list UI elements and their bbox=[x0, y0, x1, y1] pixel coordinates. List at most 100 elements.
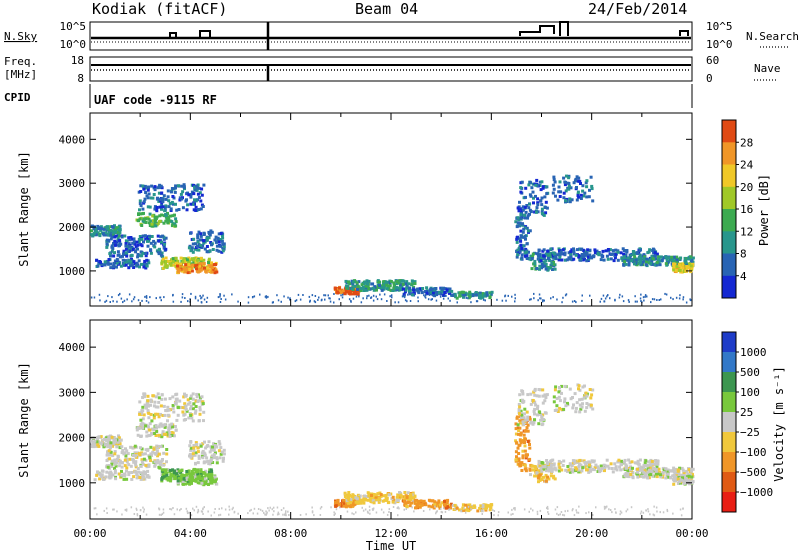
scatter-cell bbox=[543, 411, 547, 415]
scatter-cell bbox=[437, 291, 441, 295]
scatter-cell bbox=[203, 480, 207, 484]
scatter-cell bbox=[524, 237, 527, 241]
scatter-cell bbox=[587, 257, 591, 261]
scatter-cell bbox=[604, 297, 607, 300]
scatter-cell bbox=[188, 511, 190, 514]
scatter-cell bbox=[123, 234, 127, 238]
scatter-cell bbox=[334, 504, 338, 508]
scatter-cell bbox=[215, 461, 219, 465]
scatter-cell bbox=[104, 436, 108, 440]
scatter-cell bbox=[525, 226, 529, 230]
scatter-cell bbox=[537, 388, 541, 391]
scatter-cell bbox=[666, 472, 670, 476]
scatter-cell bbox=[222, 456, 225, 460]
scatter-cell bbox=[189, 195, 193, 199]
scatter-cell bbox=[402, 499, 406, 503]
scatter-cell bbox=[267, 295, 269, 298]
scatter-cell bbox=[447, 290, 451, 293]
scatter-cell bbox=[645, 260, 649, 264]
scatter-cell bbox=[669, 476, 673, 480]
scatter-cell bbox=[376, 492, 380, 496]
scatter-cell bbox=[382, 280, 386, 284]
scatter-cell bbox=[102, 232, 105, 236]
scatter-cell bbox=[112, 436, 116, 440]
scatter-cell bbox=[660, 258, 664, 262]
scatter-cell bbox=[167, 408, 171, 412]
scatter-cell bbox=[129, 236, 133, 239]
scatter-cell bbox=[121, 449, 125, 452]
scatter-cell bbox=[172, 471, 176, 475]
colorbar-swatch bbox=[722, 472, 736, 493]
scatter-cell bbox=[648, 466, 652, 470]
scatter-cell bbox=[387, 493, 391, 497]
scatter-cell bbox=[138, 235, 142, 238]
scatter-cell bbox=[672, 482, 676, 486]
scatter-cell bbox=[110, 459, 114, 463]
scatter-cell bbox=[576, 468, 580, 472]
scatter-cell bbox=[556, 198, 560, 202]
scatter-cell bbox=[520, 461, 524, 465]
scatter-cell bbox=[546, 467, 550, 471]
scatter-cell bbox=[132, 266, 136, 269]
scatter-cell bbox=[461, 507, 465, 511]
scatter-cell bbox=[535, 252, 539, 256]
scatter-cell bbox=[522, 423, 526, 426]
scatter-cell bbox=[447, 297, 449, 300]
scatter-cell bbox=[264, 295, 267, 298]
scatter-cell bbox=[624, 466, 628, 470]
scatter-cell bbox=[523, 407, 527, 411]
scatter-cell bbox=[348, 292, 352, 296]
scatter-cell bbox=[280, 300, 282, 303]
scatter-cell bbox=[342, 293, 344, 296]
scatter-cell bbox=[568, 462, 572, 466]
scatter-cell bbox=[107, 449, 111, 453]
scatter-cell bbox=[558, 253, 562, 257]
scatter-cell bbox=[524, 186, 528, 190]
scatter-cell bbox=[619, 293, 621, 296]
scatter-cell bbox=[557, 395, 561, 399]
scatter-cell bbox=[403, 491, 407, 494]
scatter-cell bbox=[654, 472, 658, 476]
scatter-cell bbox=[118, 459, 122, 463]
scatter-cell bbox=[388, 511, 390, 513]
scatter-cell bbox=[190, 479, 194, 483]
scatter-cell bbox=[471, 294, 475, 298]
x-tick-label: 12:00 bbox=[374, 527, 407, 540]
scatter-cell bbox=[468, 294, 472, 298]
scatter-cell bbox=[210, 270, 214, 274]
scatter-cell bbox=[228, 508, 231, 511]
scatter-cell bbox=[429, 508, 431, 511]
scatter-cell bbox=[544, 259, 548, 263]
scatter-cell bbox=[192, 237, 196, 241]
scatter-cell bbox=[653, 505, 655, 508]
scatter-cell bbox=[527, 183, 531, 187]
scatter-cell bbox=[113, 462, 117, 466]
scatter-cell bbox=[132, 475, 136, 479]
scatter-cell bbox=[533, 297, 535, 300]
scatter-cell bbox=[328, 297, 330, 300]
scatter-cell bbox=[185, 473, 188, 477]
scatter-cell bbox=[445, 294, 447, 297]
scatter-cell bbox=[490, 503, 494, 507]
scatter-cell bbox=[551, 251, 555, 255]
scatter-cell bbox=[665, 293, 668, 296]
scatter-cell bbox=[528, 443, 531, 446]
scatter-cell bbox=[145, 235, 149, 239]
scatter-cell bbox=[514, 432, 518, 436]
scatter-cell bbox=[481, 513, 483, 515]
scatter-cell bbox=[221, 249, 225, 253]
scatter-cell bbox=[640, 510, 643, 513]
scatter-cell bbox=[171, 468, 175, 472]
scatter-cell bbox=[665, 256, 669, 260]
scatter-cell bbox=[194, 260, 198, 264]
scatter-cell bbox=[136, 253, 140, 256]
scatter-cell bbox=[185, 475, 189, 479]
scatter-cell bbox=[185, 409, 189, 413]
scatter-cell bbox=[125, 460, 129, 464]
scatter-cell bbox=[650, 255, 654, 259]
scatter-cell bbox=[517, 403, 521, 406]
scatter-cell bbox=[567, 187, 571, 191]
scatter-cell bbox=[214, 268, 218, 272]
scatter-cell bbox=[348, 493, 351, 497]
scatter-cell bbox=[536, 197, 540, 201]
